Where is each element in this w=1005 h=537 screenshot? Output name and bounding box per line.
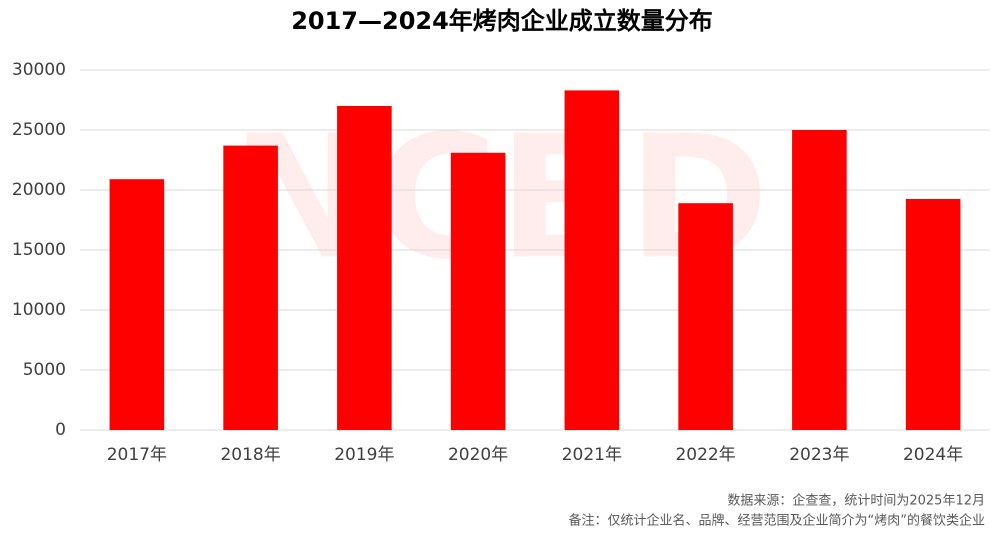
bar — [450, 152, 506, 431]
y-tick-label: 15000 — [12, 240, 66, 260]
bar — [564, 90, 620, 431]
x-tick-label: 2019年 — [334, 445, 394, 465]
y-tick-label: 30000 — [12, 60, 66, 80]
bar — [678, 203, 733, 430]
footnote: 备注：仅统计企业名、品牌、经营范围及企业简介为“烤肉”的餐饮类企业 — [569, 513, 985, 529]
x-tick-label: 2022年 — [675, 445, 735, 465]
x-tick-label: 2023年 — [789, 445, 849, 465]
y-tick-label: 20000 — [12, 180, 66, 200]
bar — [109, 179, 165, 430]
bar — [792, 130, 847, 430]
x-tick-label: 2017年 — [107, 445, 167, 465]
y-tick-label: 25000 — [12, 120, 66, 140]
x-tick-label: 2020年 — [448, 445, 508, 465]
source-note: 数据来源：企查查，统计时间为2025年12月 — [727, 493, 985, 509]
y-tick-label: 5000 — [23, 360, 66, 380]
y-tick-label: 10000 — [12, 300, 66, 320]
x-tick-label: 2024年 — [903, 445, 963, 465]
x-tick-label: 2018年 — [220, 445, 280, 465]
bar — [223, 145, 278, 430]
bar — [337, 106, 392, 430]
chart-title: 2017—2024年烤肉企业成立数量分布 — [291, 7, 713, 35]
bar — [905, 199, 961, 430]
x-tick-label: 2021年 — [562, 445, 622, 465]
y-tick-label: 0 — [55, 420, 66, 440]
